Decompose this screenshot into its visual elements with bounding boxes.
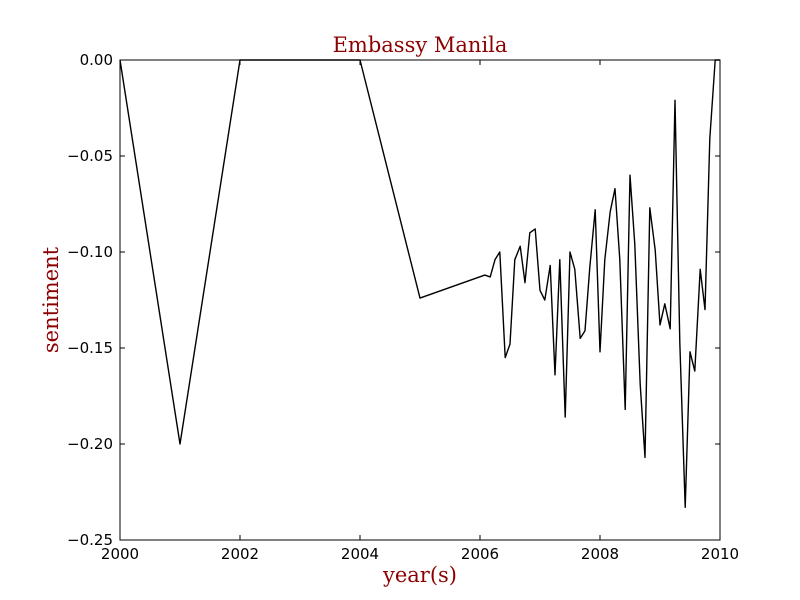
x-tick-label: 2008: [581, 545, 619, 563]
y-tick-label: 0.00: [80, 51, 113, 69]
y-axis-label: sentiment: [39, 246, 63, 353]
x-axis: 2000 2002 2004 2006 2008 2010: [101, 60, 739, 563]
plot-frame: [119, 59, 721, 541]
plot-background: [120, 60, 720, 540]
y-tick-label: −0.05: [67, 147, 113, 165]
y-tick-label: −0.15: [67, 339, 113, 357]
chart-title: Embassy Manila: [333, 33, 508, 57]
series-line: [119, 59, 720, 509]
x-tick-label: 2006: [461, 545, 499, 563]
y-axis: 0.00 −0.05 −0.10 −0.15 −0.20 −0.25: [67, 51, 720, 549]
x-tick-label: 2010: [701, 545, 739, 563]
series-layer: [119, 59, 720, 509]
x-tick-label: 2000: [101, 545, 139, 563]
y-tick-label: −0.20: [67, 435, 113, 453]
x-tick-label: 2004: [341, 545, 379, 563]
x-axis-label: year(s): [382, 563, 457, 587]
y-tick-label: −0.25: [67, 531, 113, 549]
x-tick-label: 2002: [221, 545, 259, 563]
y-tick-label: −0.10: [67, 243, 113, 261]
